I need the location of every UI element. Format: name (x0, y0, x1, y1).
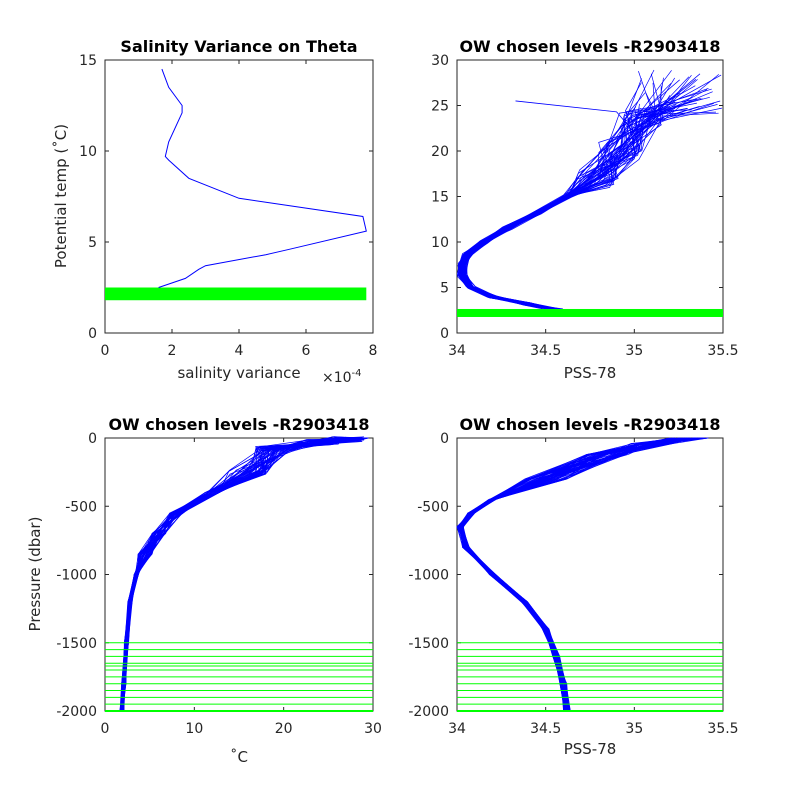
ts-profile-line (460, 69, 655, 311)
y-tick-label: 5 (440, 281, 449, 297)
y-tick-label: 0 (440, 326, 449, 342)
panel3-title: OW chosen levels -R2903418 (108, 415, 369, 434)
y-tick-label: 10 (431, 235, 449, 251)
x-tick-label: 34 (448, 721, 466, 737)
ts-profile-line (463, 103, 677, 312)
y-tick-label: -1000 (56, 568, 97, 584)
panel-salinity-variance: Salinity Variance on Theta salinity vari… (52, 37, 377, 386)
chosen-levels-band (105, 287, 367, 301)
y-tick-label: -1000 (408, 568, 449, 584)
variance-series-line (158, 68, 367, 288)
panel4-title: OW chosen levels -R2903418 (459, 415, 720, 434)
ts-profile-line (459, 98, 703, 311)
x-tick-label: 35.5 (707, 343, 738, 359)
chosen-level-line (457, 308, 723, 317)
panel4-xlabel: PSS-78 (564, 740, 617, 758)
ts-profile-line (458, 108, 688, 312)
theta-salinity-profiles (457, 69, 722, 312)
panel1-title: Salinity Variance on Theta (120, 37, 357, 56)
ts-profile-line (461, 88, 712, 312)
y-tick-label: 0 (440, 431, 449, 447)
ts-profile-line (462, 107, 722, 312)
panel1-xlabel: salinity variance (177, 364, 300, 382)
x-tick-label: 10 (185, 721, 203, 737)
ts-profile-line (465, 82, 642, 311)
ts-profile-line (462, 97, 701, 312)
x-tick-label: 4 (235, 343, 244, 359)
y-tick-label: -1500 (56, 636, 97, 652)
ts-profile-line (458, 70, 655, 310)
x-tick-label: 30 (364, 721, 382, 737)
x-tick-label: 6 (302, 343, 311, 359)
ps-profile-line (461, 437, 705, 712)
x-tick-label: 0 (101, 343, 110, 359)
ts-outlier-line (515, 100, 635, 134)
ts-profile-line (462, 73, 664, 310)
ts-profile-line (462, 77, 664, 310)
ts-profile-line (459, 101, 692, 311)
x-tick-label: 35 (625, 343, 643, 359)
ts-profile-line (462, 109, 692, 312)
x-tick-label: 35.5 (707, 721, 738, 737)
y-tick-label: 10 (79, 144, 97, 160)
x-tick-label: 8 (369, 343, 378, 359)
y-tick-label: -2000 (408, 704, 449, 720)
ts-profile-line (458, 104, 718, 311)
panel1-ylabel: Potential temp (˚C) (52, 124, 70, 268)
ts-profile-line (460, 96, 710, 310)
y-tick-label: 30 (431, 53, 449, 69)
y-tick-label: -1500 (408, 636, 449, 652)
x-tick-label: 20 (275, 721, 293, 737)
panel3-xlabel: ˚C (230, 748, 248, 766)
ts-profile-line (460, 108, 676, 311)
y-tick-label: 20 (431, 144, 449, 160)
y-tick-label: 15 (79, 53, 97, 69)
ts-profile-line (459, 97, 693, 312)
ts-profile-line (462, 89, 708, 312)
ts-profile-line (464, 102, 697, 312)
x-tick-label: 34.5 (530, 721, 561, 737)
ts-profile-line (457, 102, 715, 311)
pressure-salinity-profiles (456, 437, 709, 712)
panel2-title: OW chosen levels -R2903418 (459, 37, 720, 56)
x-tick-label: 34 (448, 343, 466, 359)
ts-profile-line (465, 100, 721, 311)
y-tick-label: 25 (431, 99, 449, 115)
panel3-ylabel: Pressure (dbar) (26, 517, 44, 632)
x-tick-label: 35 (625, 721, 643, 737)
y-tick-label: 0 (88, 326, 97, 342)
y-tick-label: 15 (431, 190, 449, 206)
ps-profile-line (457, 437, 672, 712)
ts-profile-line (465, 98, 697, 311)
ts-profile-line (464, 111, 717, 311)
x-tick-label: 34.5 (530, 343, 561, 359)
ts-profile-line (465, 87, 709, 312)
ts-profile-line (460, 108, 688, 310)
x-tick-label: 2 (168, 343, 177, 359)
panel2-xlabel: PSS-78 (564, 364, 617, 382)
y-tick-label: 0 (88, 431, 97, 447)
pt-profile-line (120, 436, 340, 712)
ts-profile-line (460, 110, 685, 311)
y-tick-label: -2000 (56, 704, 97, 720)
ts-profile-line (457, 92, 662, 311)
y-tick-label: -500 (417, 499, 449, 515)
ts-profile-line (460, 112, 719, 312)
panel-pressure-salinity: OW chosen levels -R2903418 PSS-78 34 34.5… (408, 415, 738, 758)
y-tick-label: 5 (88, 235, 97, 251)
panel-theta-salinity: OW chosen levels -R2903418 PSS-78 34 34.5… (431, 37, 738, 382)
ts-profile-line (459, 78, 642, 310)
ts-profile-line (461, 91, 713, 312)
panel-pressure-temperature: OW chosen levels -R2903418 ˚C Pressure (… (26, 415, 382, 766)
x-tick-label: 0 (101, 721, 110, 737)
pressure-temperature-profiles (119, 436, 369, 712)
panel1-x-exponent: ×10-4 (322, 368, 362, 386)
y-tick-label: -500 (65, 499, 97, 515)
ps-profile-line (457, 437, 679, 712)
ts-profile-line (458, 105, 700, 311)
